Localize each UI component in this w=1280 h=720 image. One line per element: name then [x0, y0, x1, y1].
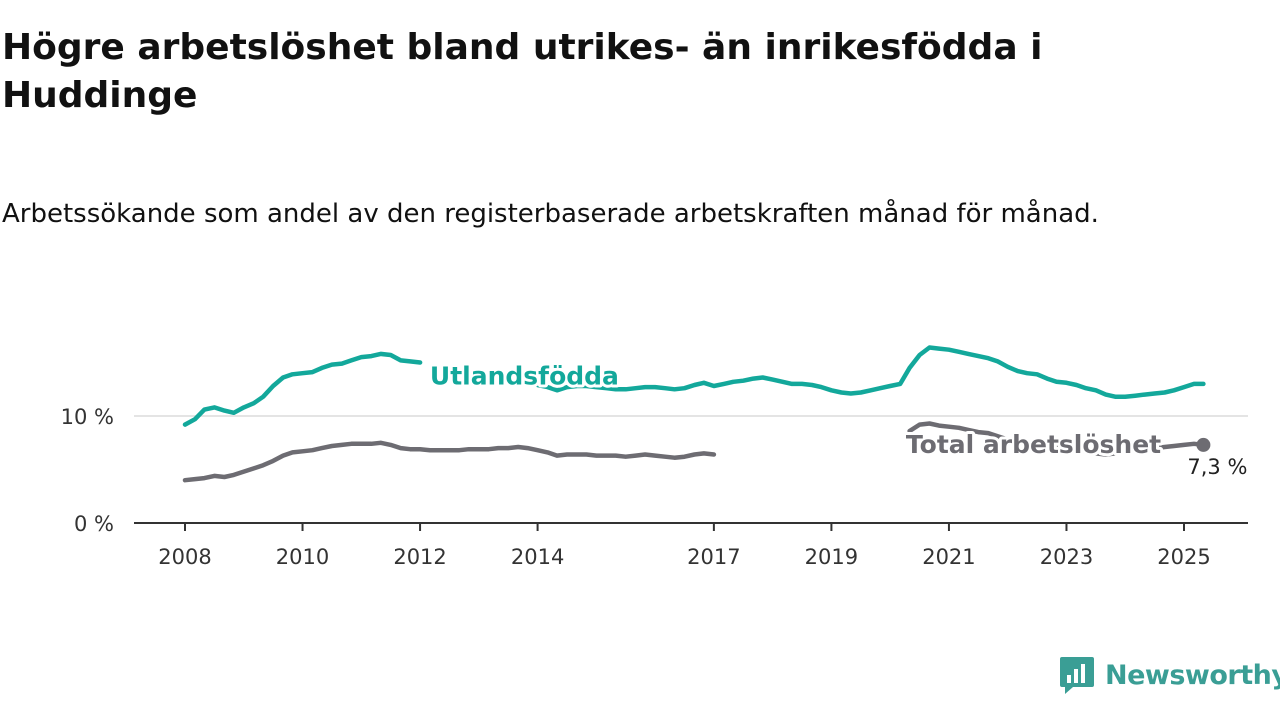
y-tick-label: 0 % [74, 512, 114, 536]
x-tick-label: 2019 [805, 545, 858, 569]
x-tick-label: 2012 [393, 545, 446, 569]
newsworthy-logo-icon [1060, 657, 1094, 694]
label-layer: Utlandsfödda Total arbetslöshet 7,3 % [427, 359, 1247, 479]
series-label-utlandsfodda: Utlandsfödda [430, 362, 619, 391]
series-layer [182, 345, 1206, 483]
x-tick-label: 2021 [922, 545, 975, 569]
axis-layer: 0 % 10 % 2008 2010 2012 2014 2017 2019 2021 2023 2… [61, 405, 1248, 569]
x-tick-label: 2017 [687, 545, 740, 569]
end-value-label: 7,3 % [1187, 455, 1247, 479]
series-line-total [907, 421, 1206, 457]
x-tick-label: 2014 [511, 545, 564, 569]
end-point-marker [1196, 437, 1211, 452]
x-tick-label: 2008 [158, 545, 211, 569]
brand-name: Newsworthy [1105, 659, 1280, 691]
series-line-utlandsfodda [535, 345, 1206, 399]
x-tick-label: 2023 [1040, 545, 1093, 569]
series-line-utlandsfodda [182, 351, 423, 427]
y-tick-label: 10 % [61, 405, 114, 429]
series-label-total: Total arbetslöshet [906, 430, 1161, 459]
chart-subtitle: Arbetssökande som andel av den registerb… [2, 199, 1099, 229]
chart-title: Högre arbetslöshet bland utrikes- än inr… [2, 27, 1043, 116]
x-tick-label: 2025 [1157, 545, 1210, 569]
series-line-total [182, 440, 717, 483]
x-tick-label: 2010 [276, 545, 329, 569]
brand-logo: Newsworthy [1059, 655, 1280, 695]
